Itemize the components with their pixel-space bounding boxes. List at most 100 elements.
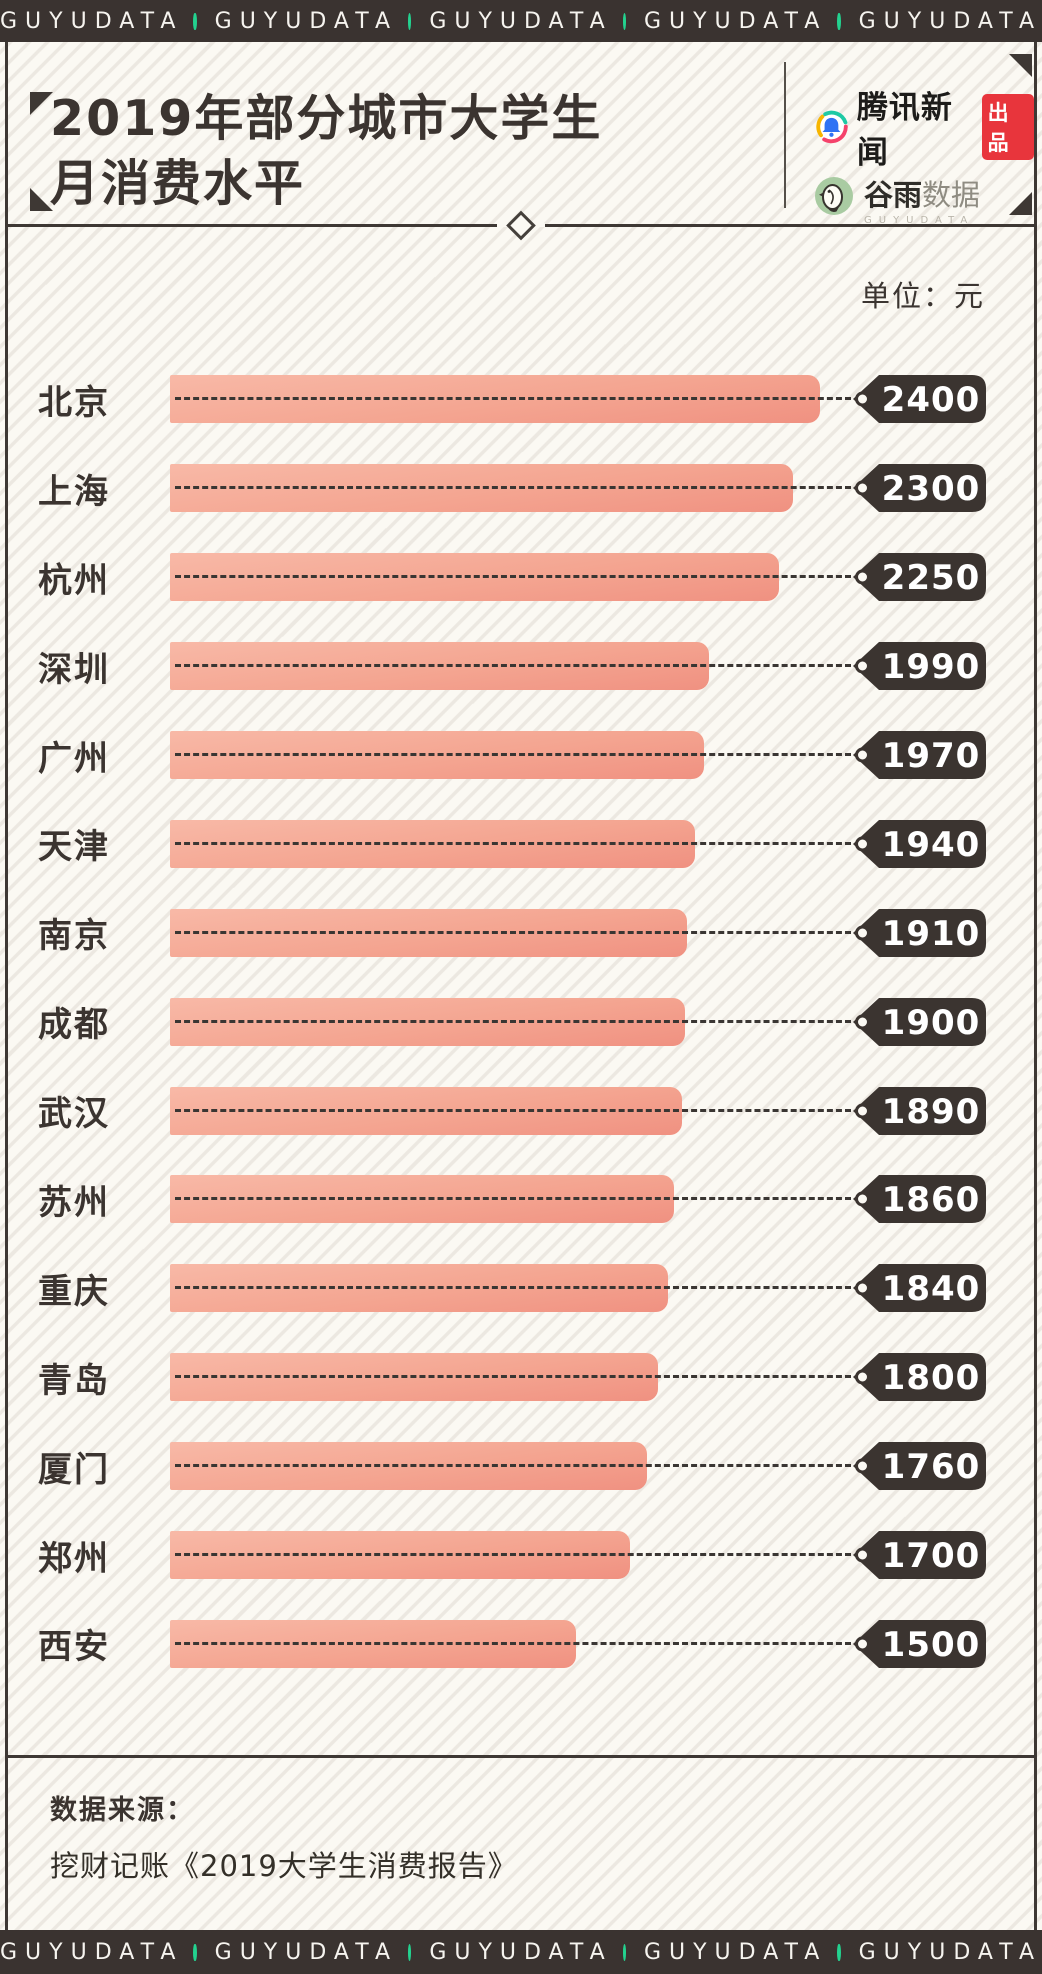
value-tag-text: 1890 xyxy=(882,1092,981,1132)
dashed-leader-line xyxy=(175,930,851,934)
chart-row: 广州 1970 xyxy=(8,711,1034,800)
value-tag: 1860 xyxy=(853,1175,986,1224)
dot-icon xyxy=(837,1943,841,1961)
bar-chart: 北京 2400 上海 2300 杭州 xyxy=(8,355,1034,1688)
dashed-leader-line xyxy=(175,397,851,401)
dot-icon xyxy=(408,12,412,30)
corner-triangle-icon xyxy=(30,92,53,115)
value-tag: 1900 xyxy=(853,997,986,1046)
corner-triangle-icon xyxy=(30,188,53,211)
tencent-news-bell-icon xyxy=(816,110,848,144)
dashed-leader-line xyxy=(175,1375,851,1379)
chart-row: 武汉 1890 xyxy=(8,1066,1034,1155)
chart-row: 西安 1500 xyxy=(8,1599,1034,1688)
bar-area: 1800 xyxy=(170,1333,994,1422)
value-tag-text: 1910 xyxy=(882,914,981,954)
tag-hole-icon xyxy=(855,925,870,941)
bar-area: 2400 xyxy=(170,355,994,444)
page-title: 2019年部分城市大学生 月消费水平 xyxy=(50,86,602,216)
tag-hole-icon xyxy=(855,569,870,585)
chart-row: 重庆 1840 xyxy=(8,1244,1034,1333)
chart-row: 厦门 1760 xyxy=(8,1422,1034,1511)
value-tag: 2400 xyxy=(853,375,986,424)
bar-area: 1910 xyxy=(170,888,994,977)
dashed-leader-line xyxy=(175,1553,851,1557)
value-tag: 1700 xyxy=(853,1531,986,1580)
source-label: 数据来源： xyxy=(50,1795,195,1826)
chart-row: 深圳 1990 xyxy=(8,622,1034,711)
value-tag: 1970 xyxy=(853,731,986,779)
dot-icon xyxy=(837,12,841,30)
value-tag: 1890 xyxy=(853,1086,986,1135)
tag-hole-icon xyxy=(855,391,870,407)
brand-banner-label: GUYUDATA xyxy=(643,8,828,34)
brand-banner-label: GUYUDATA xyxy=(429,1939,613,1965)
dot-icon xyxy=(193,12,197,30)
value-tag-text: 1500 xyxy=(882,1625,981,1665)
dashed-leader-line xyxy=(175,1286,851,1290)
city-label: 武汉 xyxy=(38,1094,110,1135)
value-tag-text: 2250 xyxy=(882,558,981,598)
value-tag-text: 1840 xyxy=(882,1269,981,1309)
chart-row: 杭州 2250 xyxy=(8,533,1034,622)
tag-hole-icon xyxy=(855,658,870,674)
value-tag: 1760 xyxy=(853,1442,986,1491)
chart-row: 南京 1910 xyxy=(8,888,1034,977)
city-label: 南京 xyxy=(38,916,110,957)
dot-icon xyxy=(622,12,626,30)
bar-area: 1990 xyxy=(170,622,994,711)
value-tag: 2250 xyxy=(853,553,986,602)
tag-hole-icon xyxy=(855,747,870,763)
dashed-leader-line xyxy=(175,753,851,756)
bar-area: 1890 xyxy=(170,1066,994,1155)
city-label: 成都 xyxy=(38,1005,110,1046)
city-label: 厦门 xyxy=(38,1449,110,1490)
chart-row: 上海 2300 xyxy=(8,444,1034,533)
dashed-leader-line xyxy=(175,841,851,845)
brand-banner-label: GUYUDATA xyxy=(214,8,399,34)
city-label: 杭州 xyxy=(38,560,110,601)
tag-hole-icon xyxy=(855,1636,870,1652)
value-tag: 1910 xyxy=(853,908,986,957)
city-label: 天津 xyxy=(38,827,110,868)
unit-label: 单位：元 xyxy=(860,279,985,313)
brand-name-strong: 谷雨 xyxy=(864,178,923,212)
top-brand-banner: GUYUDATA GUYUDATA GUYUDATA GUYUDATA GUYUDATA xyxy=(0,0,1042,42)
value-tag: 1940 xyxy=(853,819,986,868)
dashed-leader-line xyxy=(175,1641,851,1645)
data-brand-subtext: GUYUDATA xyxy=(864,215,975,226)
brand-banner-label: GUYUDATA xyxy=(858,8,1042,34)
tag-hole-icon xyxy=(855,1547,870,1563)
chart-row: 青岛 1800 xyxy=(8,1333,1034,1422)
tag-hole-icon xyxy=(855,1191,870,1207)
value-tag-text: 1860 xyxy=(882,1180,981,1220)
brand-banner-label: GUYUDATA xyxy=(0,1939,184,1965)
chart-row: 苏州 1860 xyxy=(8,1155,1034,1244)
tag-hole-icon xyxy=(855,1280,870,1296)
brand-name-light: 数据 xyxy=(922,178,981,212)
value-tag: 1840 xyxy=(853,1264,986,1313)
chart-row: 北京 2400 xyxy=(8,355,1034,444)
value-tag-text: 1990 xyxy=(882,647,981,687)
dot-icon xyxy=(193,1943,197,1961)
city-label: 苏州 xyxy=(38,1182,110,1223)
tag-hole-icon xyxy=(855,480,870,496)
publisher-badge: 出品 xyxy=(981,94,1034,160)
brand-banner-label: GUYUDATA xyxy=(858,1939,1042,1965)
value-tag: 1500 xyxy=(853,1619,986,1668)
chart-row: 天津 1940 xyxy=(8,799,1034,888)
city-label: 上海 xyxy=(38,471,110,512)
bar-area: 1700 xyxy=(170,1511,994,1600)
dashed-leader-line xyxy=(175,1464,851,1468)
header: 2019年部分城市大学生 月消费水平 腾讯新闻 出品 谷雨数据 G xyxy=(5,42,1037,241)
chart-section: 单位：元 北京 2400 上海 2300 杭州 xyxy=(5,227,1037,1755)
bar-area: 1760 xyxy=(170,1422,994,1511)
city-label: 深圳 xyxy=(38,649,110,690)
dashed-leader-line xyxy=(175,1019,851,1023)
city-label: 北京 xyxy=(38,382,110,423)
city-label: 重庆 xyxy=(38,1271,110,1312)
dashed-leader-line xyxy=(175,1108,851,1112)
page-title-line2: 月消费水平 xyxy=(50,155,306,212)
city-label: 青岛 xyxy=(38,1360,110,1401)
chart-row: 成都 1900 xyxy=(8,977,1034,1066)
